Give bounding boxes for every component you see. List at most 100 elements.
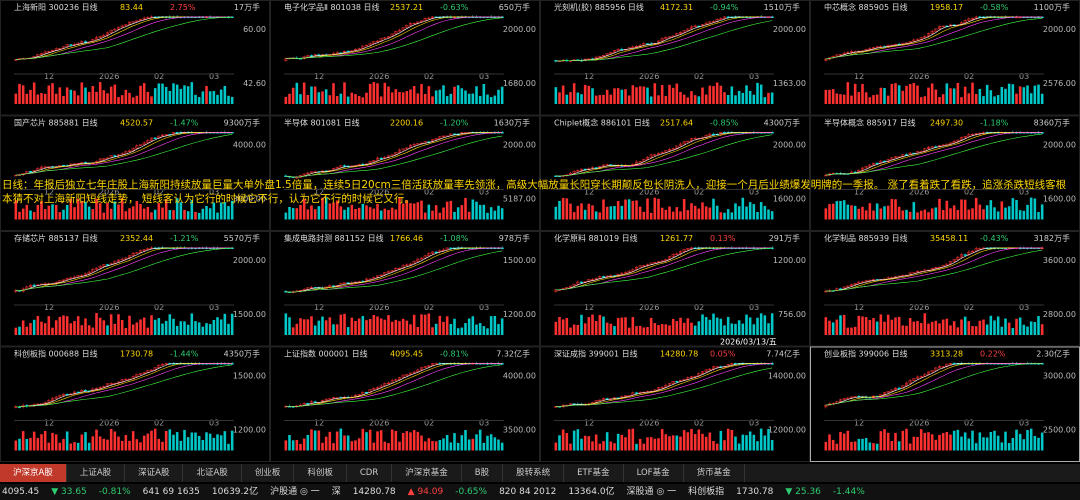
tab[interactable]: 深证A股 xyxy=(125,464,184,482)
volume-bar xyxy=(168,314,172,335)
tab[interactable]: 沪深京A股 xyxy=(0,464,67,482)
volume-bar xyxy=(839,431,842,451)
candle-body xyxy=(25,286,29,290)
volume-bar xyxy=(752,204,756,220)
candle-body xyxy=(171,132,176,135)
candle-body xyxy=(98,36,102,38)
volume-bar xyxy=(756,82,759,104)
volume-bar xyxy=(974,197,978,220)
volume-bar xyxy=(605,206,609,220)
volume-bar xyxy=(835,319,839,335)
volume-bar xyxy=(343,82,346,104)
candle-body xyxy=(83,41,88,43)
candle-body xyxy=(660,387,664,389)
tab[interactable]: 科创板 xyxy=(294,464,347,482)
moving-average xyxy=(555,363,773,407)
candle-body xyxy=(109,383,113,385)
candle-body xyxy=(401,374,405,378)
candle-body xyxy=(923,35,927,38)
x-tick-label: 12 xyxy=(44,188,54,197)
candle-body xyxy=(120,258,124,261)
volume-bar xyxy=(923,209,927,220)
volume-bar xyxy=(409,432,412,451)
tab[interactable]: LOF基金 xyxy=(624,464,684,482)
volume-bar xyxy=(142,83,146,104)
candle-body xyxy=(138,250,143,253)
volume-bar xyxy=(109,314,113,335)
volume-bar xyxy=(690,91,693,104)
candle-body xyxy=(72,276,77,279)
volume-bar xyxy=(916,437,919,451)
volume-bar xyxy=(971,82,974,104)
volume-bar xyxy=(989,200,993,220)
volume-bar xyxy=(84,318,87,335)
volume-bar xyxy=(613,88,616,104)
volume-bar xyxy=(745,206,748,220)
x-tick-label: 02 xyxy=(154,188,164,197)
volume-bar xyxy=(87,442,91,451)
volume-bar xyxy=(21,320,25,335)
candle-body xyxy=(948,261,953,265)
volume-bar xyxy=(106,203,109,220)
volume-bar xyxy=(161,441,164,451)
volume-bar xyxy=(47,316,51,335)
volume-bar xyxy=(919,429,923,451)
volume-bar xyxy=(32,431,36,451)
volume-bar xyxy=(993,320,996,335)
tab[interactable]: B股 xyxy=(462,464,504,482)
candle-body xyxy=(686,28,690,31)
volume-bar xyxy=(638,86,642,104)
volume-bar xyxy=(846,327,850,335)
volume-bar xyxy=(383,82,387,104)
volume-bar xyxy=(153,319,157,335)
panel-change: -1.47% xyxy=(170,119,199,128)
candle-body xyxy=(660,152,664,154)
candle-body xyxy=(419,367,424,371)
candle-body xyxy=(890,389,894,392)
volume-bar xyxy=(500,318,504,335)
tab[interactable]: 北证A股 xyxy=(183,464,242,482)
candle-body xyxy=(693,25,697,28)
volume-bar xyxy=(43,431,47,451)
volume-bar xyxy=(128,440,131,451)
tab[interactable]: 上证A股 xyxy=(67,464,126,482)
volume-bar xyxy=(974,94,978,104)
volume-bar xyxy=(591,441,594,451)
volume-bar xyxy=(434,90,438,104)
tab[interactable]: 股转系统 xyxy=(503,464,565,482)
volume-bar xyxy=(956,327,960,335)
panel-volume: 7.32亿手 xyxy=(496,349,530,359)
candle-body xyxy=(667,36,672,38)
volume-bar xyxy=(971,326,974,335)
tab[interactable]: ETF基金 xyxy=(564,464,624,482)
volume-bar xyxy=(627,327,631,335)
candle-body xyxy=(284,406,288,408)
tab[interactable]: 创业板 xyxy=(242,464,295,482)
candle-body xyxy=(675,253,679,255)
volume-bar xyxy=(183,429,186,451)
volume-bar xyxy=(32,211,36,220)
volume-bar xyxy=(993,96,996,104)
moving-average xyxy=(555,363,773,407)
volume-bar xyxy=(989,315,993,335)
tab[interactable]: 货币基金 xyxy=(684,464,745,482)
candle-body xyxy=(667,383,672,386)
candle-body xyxy=(945,263,949,266)
volume-bar xyxy=(1029,428,1033,451)
volume-bar xyxy=(36,316,40,335)
tab[interactable]: CDR xyxy=(347,464,393,482)
candle-body xyxy=(974,133,978,135)
tab[interactable]: 沪深京基金 xyxy=(392,464,462,482)
volume-bar xyxy=(737,206,741,220)
volume-bar xyxy=(657,438,660,451)
volume-bar xyxy=(824,441,828,451)
volume-bar xyxy=(69,198,73,220)
volume-bar xyxy=(43,93,47,104)
volume-bar xyxy=(594,434,598,451)
volume-bar xyxy=(98,82,102,104)
candle-body xyxy=(686,377,690,380)
volume-bar xyxy=(453,318,456,335)
volume-bar xyxy=(657,198,660,220)
volume-bar xyxy=(675,207,679,220)
candle-body xyxy=(390,154,394,157)
